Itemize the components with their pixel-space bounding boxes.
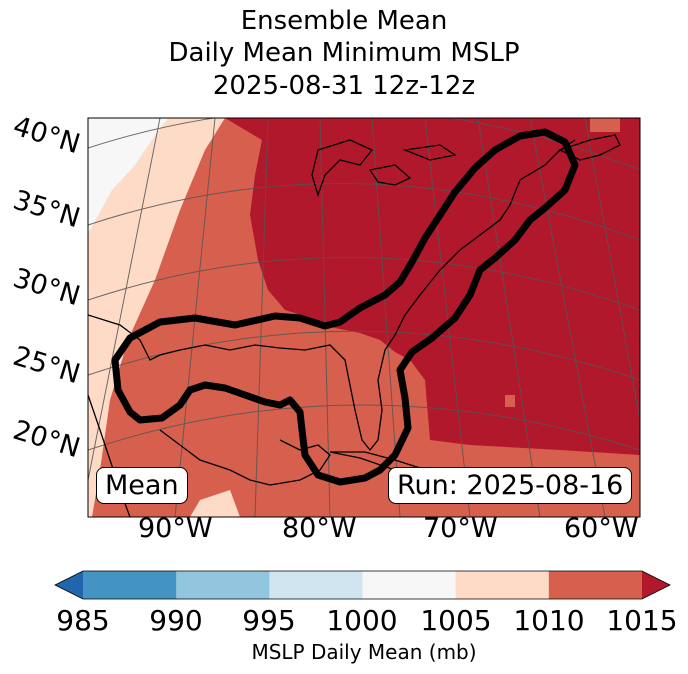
colorbar-cell: [455, 571, 550, 599]
title-line-3: 2025-08-31 12z-12z: [212, 71, 476, 101]
lon-label-90w: 90°W: [138, 513, 213, 544]
colorbar-tick-1015: 1015: [606, 604, 678, 637]
colorbar-label: MSLP Daily Mean (mb): [251, 640, 477, 664]
colorbar: [54, 570, 671, 600]
colorbar-cell: [176, 571, 270, 599]
colorbar-tick-990: 990: [149, 604, 203, 637]
colorbar-tick-1000: 1000: [326, 604, 398, 637]
pressure-contour: [111, 128, 579, 486]
band-above-1015: [225, 118, 640, 455]
colorbar-extend-low: [55, 571, 83, 599]
pressure-field: [88, 118, 640, 517]
title-line-1: Ensemble Mean: [240, 6, 448, 36]
lon-label-60w: 60°W: [564, 513, 639, 544]
band-1000-1005: [88, 118, 168, 232]
colorbar-cell: [269, 571, 363, 599]
colorbar-cell: [548, 571, 643, 599]
mean-label-box: Mean: [96, 467, 188, 504]
lon-label-70w: 70°W: [423, 513, 498, 544]
map-frame: [87, 117, 641, 518]
colorbar-tick-985: 985: [56, 604, 110, 637]
title-line-2: Daily Mean Minimum MSLP: [168, 38, 520, 68]
run-date-box: Run: 2025-08-16: [388, 467, 633, 504]
colorbar-tick-1010: 1010: [513, 604, 585, 637]
lon-label-80w: 80°W: [282, 513, 357, 544]
colorbar-extend-high: [642, 571, 670, 599]
colorbar-tick-1005: 1005: [420, 604, 492, 637]
colorbar-cell: [83, 571, 177, 599]
colorbar-tick-995: 995: [242, 604, 296, 637]
colorbar-cell: [362, 571, 457, 599]
band-1005-1010: [88, 118, 240, 517]
